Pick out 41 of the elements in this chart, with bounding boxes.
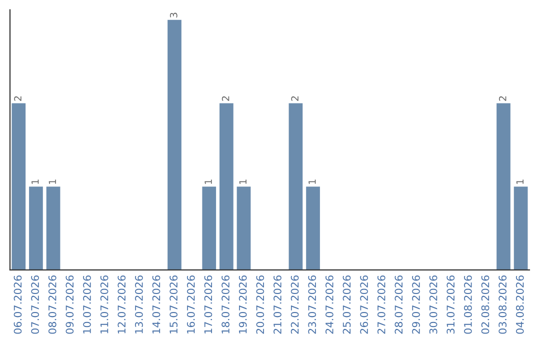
x-tick-label: 21.07.2026 [274,275,282,334]
x-tick-label: 16.07.2026 [186,275,195,334]
data-label: 1 [239,180,246,184]
x-tick-label: 09.07.2026 [66,275,74,334]
data-label: 1 [516,180,524,184]
x-tick-label: 17.07.2026 [204,275,212,334]
x-tick-label: 25.07.2026 [342,275,351,334]
x-tick-label: 02.08.2026 [481,275,490,334]
x-tick-label: 03.08.2026 [498,275,507,334]
x-tick-label: 29.07.2026 [412,275,420,334]
x-tick-label: 19.07.2026 [238,275,247,334]
x-tick-label: 14.07.2026 [152,275,160,334]
x-tick-label: 23.07.2026 [308,275,316,334]
x-tick-label: 11.07.2026 [100,275,108,334]
x-tick-label: 28.07.2026 [394,275,403,334]
data-label: 2 [222,96,230,101]
x-tick-label: 10.07.2026 [83,275,91,334]
x-tick-label: 04.08.2026 [516,275,524,334]
x-tick-label: 07.07.2026 [31,275,39,334]
data-label: 2 [291,96,298,101]
x-tick-label: 22.07.2026 [290,275,299,334]
x-tick-label: 13.07.2026 [135,275,143,334]
x-tick-label: 24.07.2026 [325,275,334,334]
data-label: 1 [308,180,316,184]
x-tick-label: 26.07.2026 [360,275,368,334]
data-label: 3 [170,12,178,18]
x-tick-label: 27.07.2026 [377,275,386,334]
data-label: 1 [48,180,56,184]
x-tick-label: 15.07.2026 [170,275,178,334]
x-tick-label: 31.07.2026 [446,275,455,334]
x-tick-label: 12.07.2026 [118,275,126,334]
x-tick-label: 08.07.2026 [48,275,56,334]
data-label: 2 [498,96,506,101]
x-tick-label: 20.07.2026 [256,275,264,334]
data-label: 2 [14,96,22,101]
x-tick-label: 18.07.2026 [222,275,230,334]
x-tick-label: 06.07.2026 [14,275,22,334]
x-tick-label: 30.07.2026 [429,275,438,334]
data-label: 1 [32,180,39,184]
x-tick-label: 01.08.2026 [464,275,472,334]
data-label: 1 [204,180,212,184]
